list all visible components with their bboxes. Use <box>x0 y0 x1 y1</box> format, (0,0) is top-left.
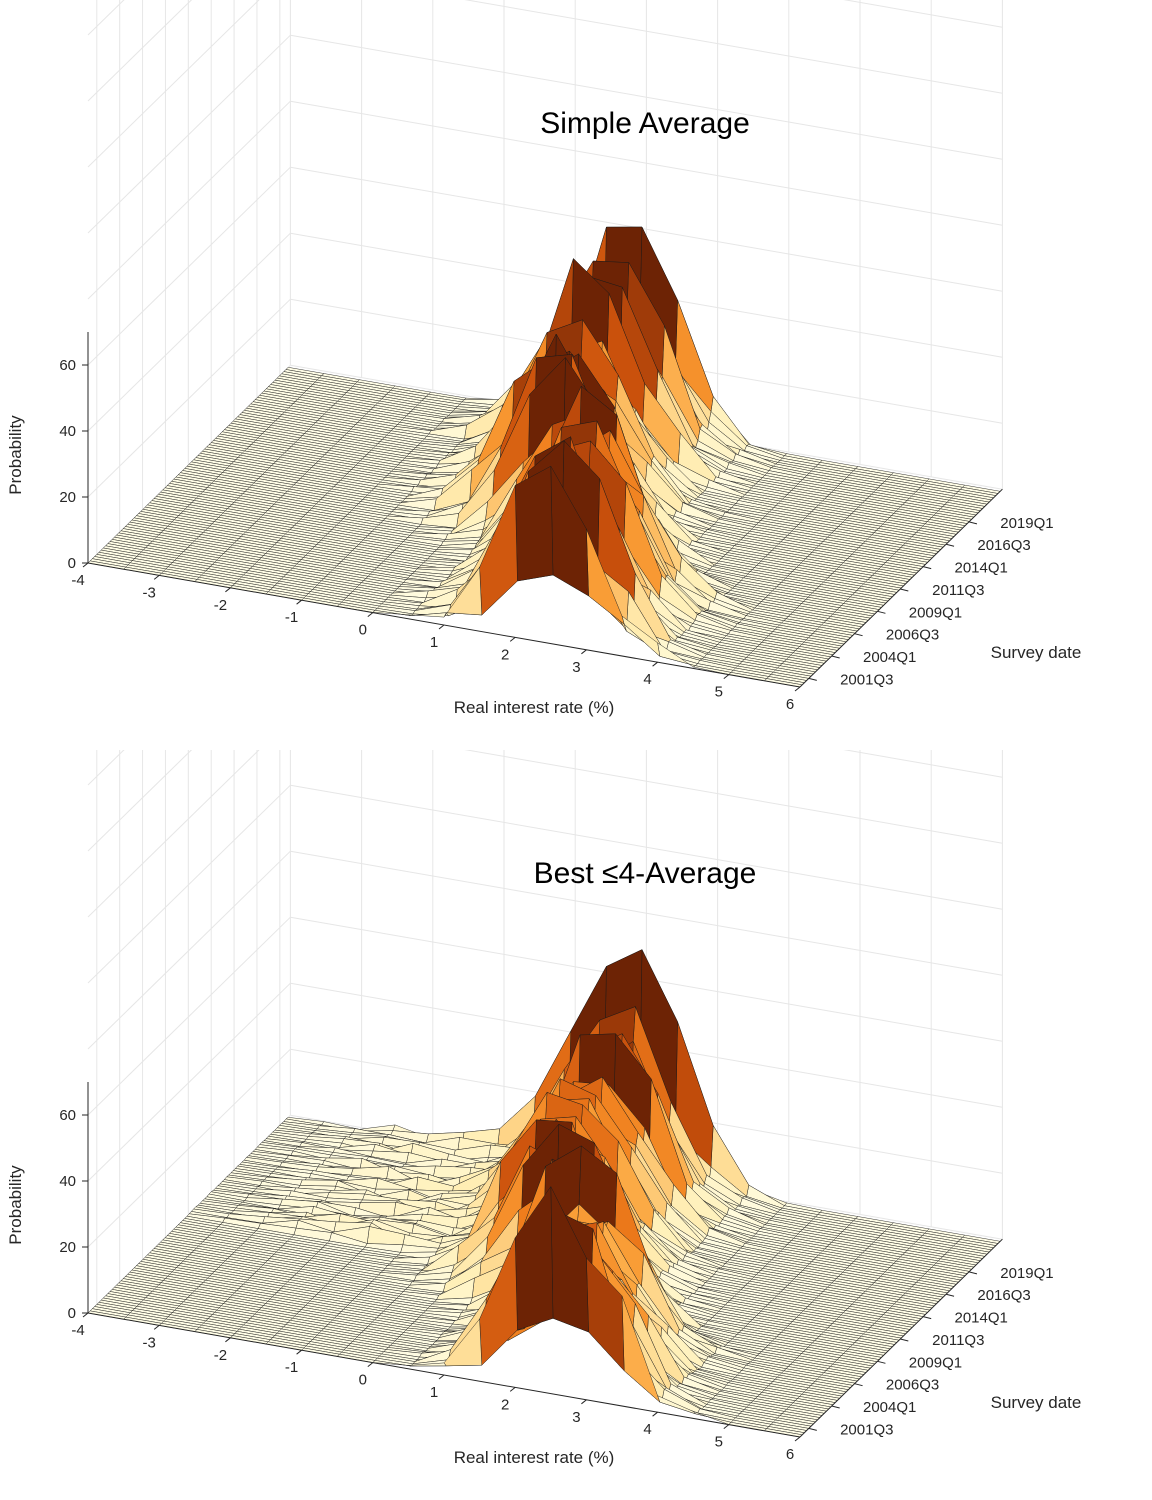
x-tick-label: -1 <box>285 1359 298 1376</box>
z-tick-label: 40 <box>59 1173 76 1190</box>
surface-quad <box>514 465 554 582</box>
x-tick-label: 2 <box>501 646 509 663</box>
x-tick-label: -2 <box>214 1347 227 1364</box>
x-tick-label: 4 <box>643 1421 651 1438</box>
y-tick-label: 2009Q1 <box>909 604 962 621</box>
x-tick-label: 0 <box>359 622 367 639</box>
z-tick-label: 40 <box>59 423 76 440</box>
x-tick-label: 2 <box>501 1396 509 1413</box>
chart-title: Simple Average <box>540 107 750 140</box>
z-tick-label: 60 <box>59 1107 76 1124</box>
y-axis-label: Survey date <box>991 643 1082 662</box>
y-tick-label: 2001Q3 <box>840 671 893 688</box>
x-tick-label: -4 <box>71 1322 84 1339</box>
x-tick-label: -1 <box>285 609 298 626</box>
y-tick-label: 2014Q1 <box>955 1310 1008 1327</box>
y-tick-label: 2006Q3 <box>886 627 939 644</box>
y-tick-label: 2004Q1 <box>863 649 916 666</box>
x-tick-label: 1 <box>430 1384 438 1401</box>
z-tick-label: 0 <box>68 555 76 572</box>
axes: -4 -3 -2 -1 0 1 2 3 4 5 6 2001Q3 2004Q1 2006Q3 2009Q1 2… <box>6 1107 1081 1467</box>
x-tick-label: -3 <box>143 1334 156 1351</box>
y-tick-label: 2019Q1 <box>1000 515 1053 532</box>
z-tick-label: 20 <box>59 1239 76 1256</box>
surface-quad <box>299 1179 339 1187</box>
x-tick-label: 6 <box>786 696 794 713</box>
chart-title: Best ≤4-Average <box>534 857 757 890</box>
y-tick-label: 2019Q1 <box>1000 1265 1053 1282</box>
x-tick-label: -4 <box>71 572 84 589</box>
x-tick-label: 5 <box>715 1434 723 1451</box>
z-axis-label: Probability <box>6 415 25 495</box>
z-tick-label: 0 <box>68 1305 76 1322</box>
x-tick-label: -2 <box>214 597 227 614</box>
x-tick-label: 0 <box>359 1372 367 1389</box>
x-tick-label: -3 <box>143 584 156 601</box>
y-tick-label: 2011Q3 <box>932 582 984 599</box>
y-tick-label: 2016Q3 <box>977 537 1030 554</box>
surface-plot-simple-average: -4 -3 -2 -1 0 1 2 3 4 5 6 2001Q3 2004Q1 2006Q3 2009Q1 2… <box>6 0 1081 717</box>
z-tick-label: 60 <box>59 357 76 374</box>
surface-plot-best-4-average: -4 -3 -2 -1 0 1 2 3 4 5 6 2001Q3 2004Q1 2006Q3 2009Q1 2… <box>6 750 1081 1467</box>
x-axis-label: Real interest rate (%) <box>454 1448 615 1467</box>
y-tick-label: 2011Q3 <box>932 1332 984 1349</box>
x-tick-label: 3 <box>572 1409 580 1426</box>
surface-mesh <box>87 949 1001 1438</box>
y-tick-label: 2004Q1 <box>863 1399 916 1416</box>
chart-best-4-average: -4 -3 -2 -1 0 1 2 3 4 5 6 2001Q3 2004Q1 2006Q3 2009Q1 2… <box>0 750 1152 1500</box>
z-tick-label: 20 <box>59 489 76 506</box>
x-tick-label: 3 <box>572 659 580 676</box>
x-tick-label: 6 <box>786 1446 794 1463</box>
z-axis-label: Probability <box>6 1165 25 1245</box>
y-tick-label: 2009Q1 <box>909 1354 962 1371</box>
surface-mesh <box>87 226 1001 688</box>
y-tick-label: 2014Q1 <box>955 560 1008 577</box>
y-tick-label: 2006Q3 <box>886 1377 939 1394</box>
x-tick-label: 4 <box>643 671 651 688</box>
y-tick-label: 2016Q3 <box>977 1287 1030 1304</box>
chart-simple-average: -4 -3 -2 -1 0 1 2 3 4 5 6 2001Q3 2004Q1 2006Q3 2009Q1 2… <box>6 0 1081 717</box>
x-tick-label: 5 <box>715 684 723 701</box>
y-tick-label: 2001Q3 <box>840 1421 893 1438</box>
axes: -4 -3 -2 -1 0 1 2 3 4 5 6 2001Q3 2004Q1 2006Q3 2009Q1 2… <box>6 357 1081 717</box>
x-tick-label: 1 <box>430 634 438 651</box>
y-axis-label: Survey date <box>991 1393 1082 1412</box>
x-axis-label: Real interest rate (%) <box>454 698 615 717</box>
